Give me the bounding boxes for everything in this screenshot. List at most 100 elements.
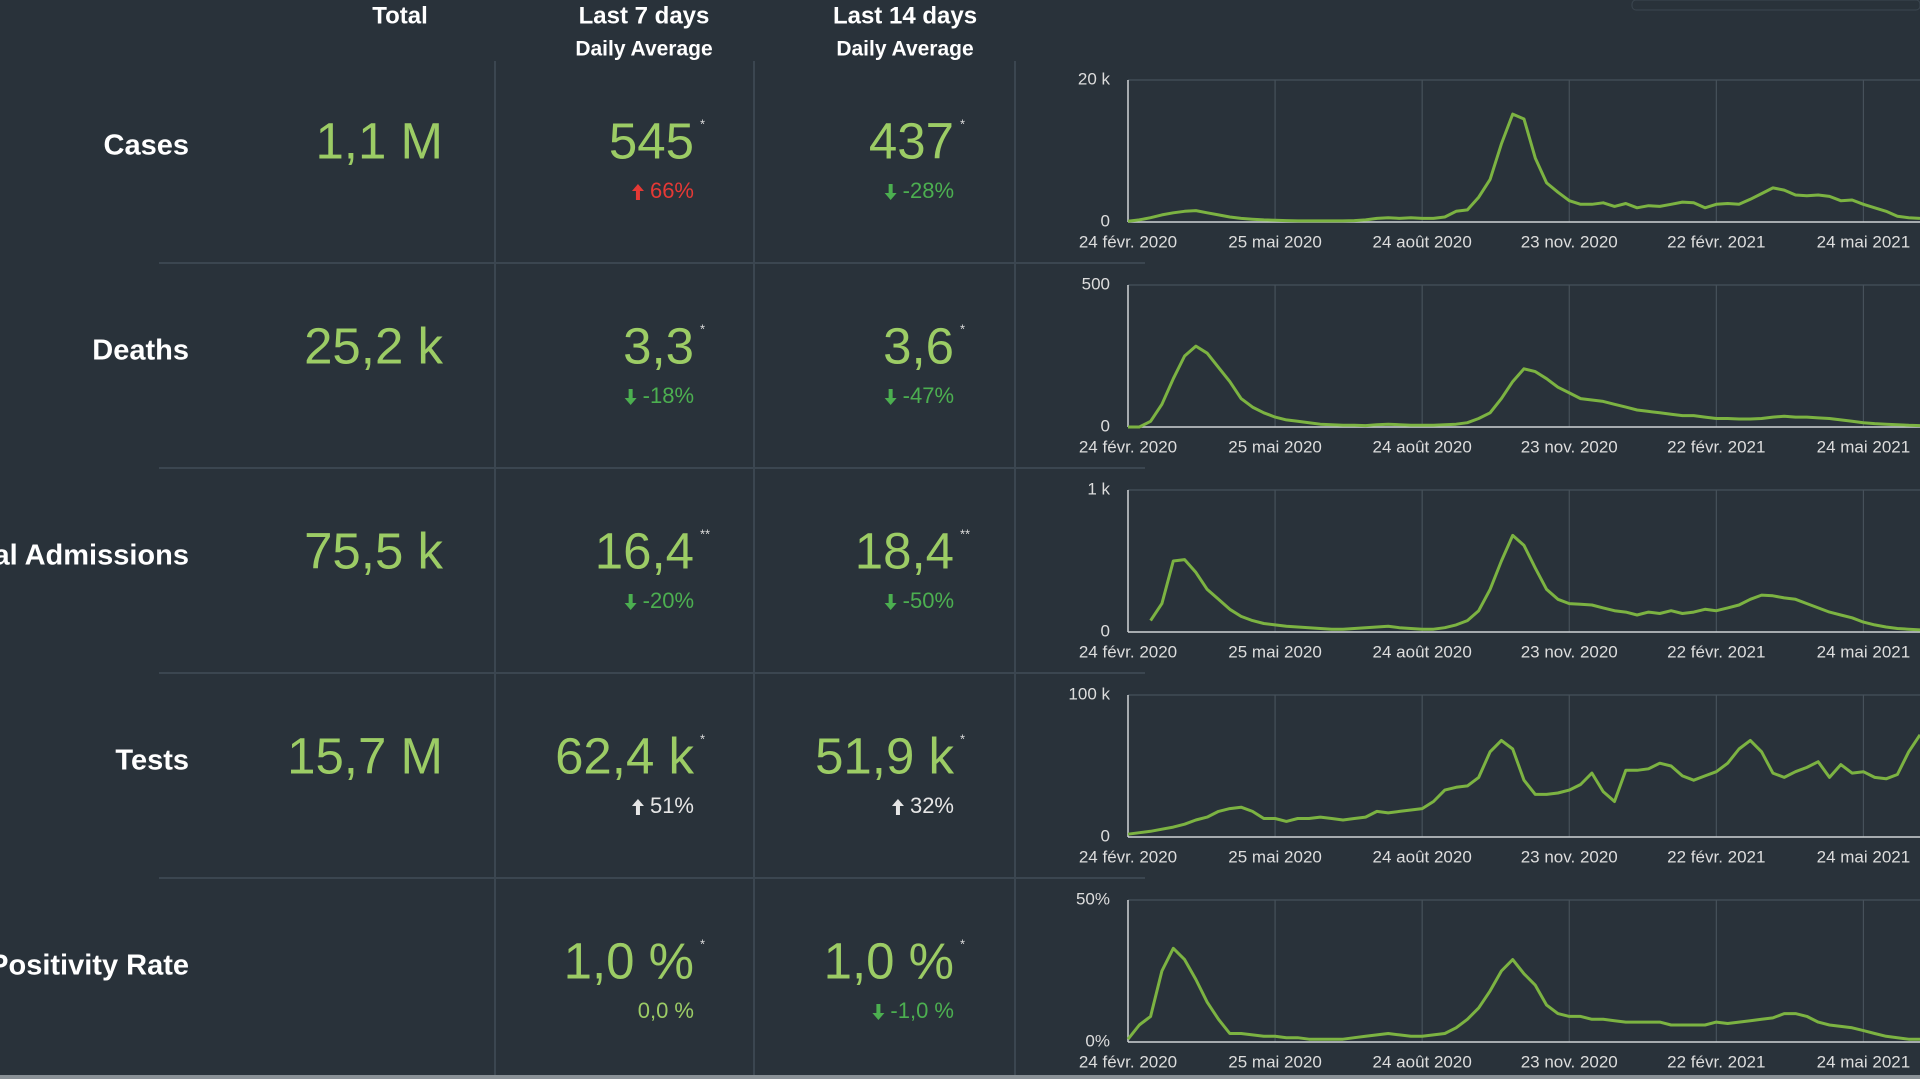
last14-value: 51,9 k xyxy=(815,727,954,784)
last7-value: 545 xyxy=(609,112,694,169)
y-tick-label: 20 k xyxy=(1078,69,1111,88)
trend-line xyxy=(1128,344,1920,429)
trend-arrow xyxy=(631,799,644,815)
trend-arrow xyxy=(884,184,897,200)
trend-arrow xyxy=(884,389,897,405)
x-tick-label: 23 nov. 2020 xyxy=(1521,847,1618,866)
header-last14: Last 14 days xyxy=(833,2,977,29)
last14-change: 32% xyxy=(910,793,954,818)
y-tick-label: 1 k xyxy=(1087,479,1110,498)
last7-change: 0,0 % xyxy=(638,998,694,1023)
x-tick-label: 24 mai 2021 xyxy=(1817,1052,1911,1071)
trend-arrow xyxy=(884,594,897,610)
y-tick-label: 50% xyxy=(1076,889,1110,908)
x-tick-label: 25 mai 2020 xyxy=(1228,847,1322,866)
total-value: 15,7 M xyxy=(287,727,443,784)
x-tick-label: 24 août 2020 xyxy=(1373,642,1472,661)
trend-arrow xyxy=(624,594,637,610)
last14-value: 3,6 xyxy=(883,317,954,374)
trend-arrow xyxy=(891,799,904,815)
x-tick-label: 23 nov. 2020 xyxy=(1521,232,1618,251)
row-label: Tests xyxy=(115,745,189,777)
x-tick-label: 23 nov. 2020 xyxy=(1521,642,1618,661)
header-last7: Last 7 days xyxy=(579,2,710,29)
x-tick-label: 24 mai 2021 xyxy=(1817,847,1911,866)
x-tick-label: 23 nov. 2020 xyxy=(1521,437,1618,456)
last7-change: -18% xyxy=(643,383,694,408)
y-tick-label: 0 xyxy=(1101,621,1110,640)
bottom-bar xyxy=(0,1075,1920,1079)
trend-arrow xyxy=(631,184,644,200)
x-tick-label: 22 févr. 2021 xyxy=(1667,232,1765,251)
y-tick-label: 0 xyxy=(1101,826,1110,845)
last14-change: -47% xyxy=(903,383,954,408)
last7-note: ** xyxy=(700,526,710,541)
y-tick-label: 500 xyxy=(1082,274,1110,293)
header-last14-sub: Daily Average xyxy=(836,38,973,61)
x-tick-label: 22 févr. 2021 xyxy=(1667,642,1765,661)
y-tick-label: 0% xyxy=(1085,1031,1110,1050)
x-tick-label: 24 févr. 2020 xyxy=(1079,847,1177,866)
x-tick-label: 24 mai 2021 xyxy=(1817,437,1911,456)
last14-value: 1,0 % xyxy=(824,932,954,989)
x-tick-label: 24 mai 2021 xyxy=(1817,642,1911,661)
last14-note: ** xyxy=(960,526,970,541)
x-tick-label: 22 févr. 2021 xyxy=(1667,437,1765,456)
trend-arrow xyxy=(872,1004,885,1020)
last7-change: 51% xyxy=(650,793,694,818)
last7-value: 1,0 % xyxy=(564,932,694,989)
total-value: 1,1 M xyxy=(315,112,443,169)
x-tick-label: 24 févr. 2020 xyxy=(1079,1052,1177,1071)
last7-note: * xyxy=(700,936,705,951)
last14-value: 437 xyxy=(869,112,954,169)
row-label: Positivity Rate xyxy=(0,950,189,982)
y-tick-label: 0 xyxy=(1101,211,1110,230)
last7-change: -20% xyxy=(643,588,694,613)
x-tick-label: 24 févr. 2020 xyxy=(1079,642,1177,661)
last7-note: * xyxy=(700,321,705,336)
x-tick-label: 24 août 2020 xyxy=(1373,847,1472,866)
trend-line xyxy=(1149,533,1920,632)
y-tick-label: 100 k xyxy=(1068,684,1110,703)
header-total: Total xyxy=(372,2,428,29)
top-panel-edge xyxy=(1631,0,1920,11)
x-tick-label: 24 mai 2021 xyxy=(1817,232,1911,251)
last14-change: -28% xyxy=(903,178,954,203)
x-tick-label: 25 mai 2020 xyxy=(1228,437,1322,456)
x-tick-label: 25 mai 2020 xyxy=(1228,232,1322,251)
last14-note: * xyxy=(960,731,965,746)
last7-change: 66% xyxy=(650,178,694,203)
last7-note: * xyxy=(700,116,705,131)
last14-value: 18,4 xyxy=(855,522,954,579)
trend-arrow xyxy=(624,389,637,405)
trend-line xyxy=(1127,733,1920,836)
x-tick-label: 24 août 2020 xyxy=(1373,437,1472,456)
header-last7-sub: Daily Average xyxy=(575,38,712,61)
x-tick-label: 23 nov. 2020 xyxy=(1521,1052,1618,1071)
x-tick-label: 24 févr. 2020 xyxy=(1079,232,1177,251)
total-value: 25,2 k xyxy=(304,317,443,374)
last7-value: 62,4 k xyxy=(555,727,694,784)
row-label: Deaths xyxy=(92,335,189,367)
x-tick-label: 25 mai 2020 xyxy=(1228,642,1322,661)
x-tick-label: 22 févr. 2021 xyxy=(1667,847,1765,866)
last7-note: * xyxy=(700,731,705,746)
x-tick-label: 24 août 2020 xyxy=(1373,1052,1472,1071)
last14-note: * xyxy=(960,936,965,951)
x-tick-label: 24 août 2020 xyxy=(1373,232,1472,251)
y-tick-label: 0 xyxy=(1101,416,1110,435)
last7-value: 16,4 xyxy=(595,522,694,579)
x-tick-label: 22 févr. 2021 xyxy=(1667,1052,1765,1071)
last7-value: 3,3 xyxy=(623,317,694,374)
x-tick-label: 24 févr. 2020 xyxy=(1079,437,1177,456)
trend-line xyxy=(1127,112,1920,223)
row-label: Hospital Admissions xyxy=(0,540,189,572)
row-label: Cases xyxy=(104,130,189,162)
last14-note: * xyxy=(960,116,965,131)
x-tick-label: 25 mai 2020 xyxy=(1228,1052,1322,1071)
total-value: 75,5 k xyxy=(304,522,443,579)
last14-change: -1,0 % xyxy=(890,998,954,1023)
last14-change: -50% xyxy=(903,588,954,613)
